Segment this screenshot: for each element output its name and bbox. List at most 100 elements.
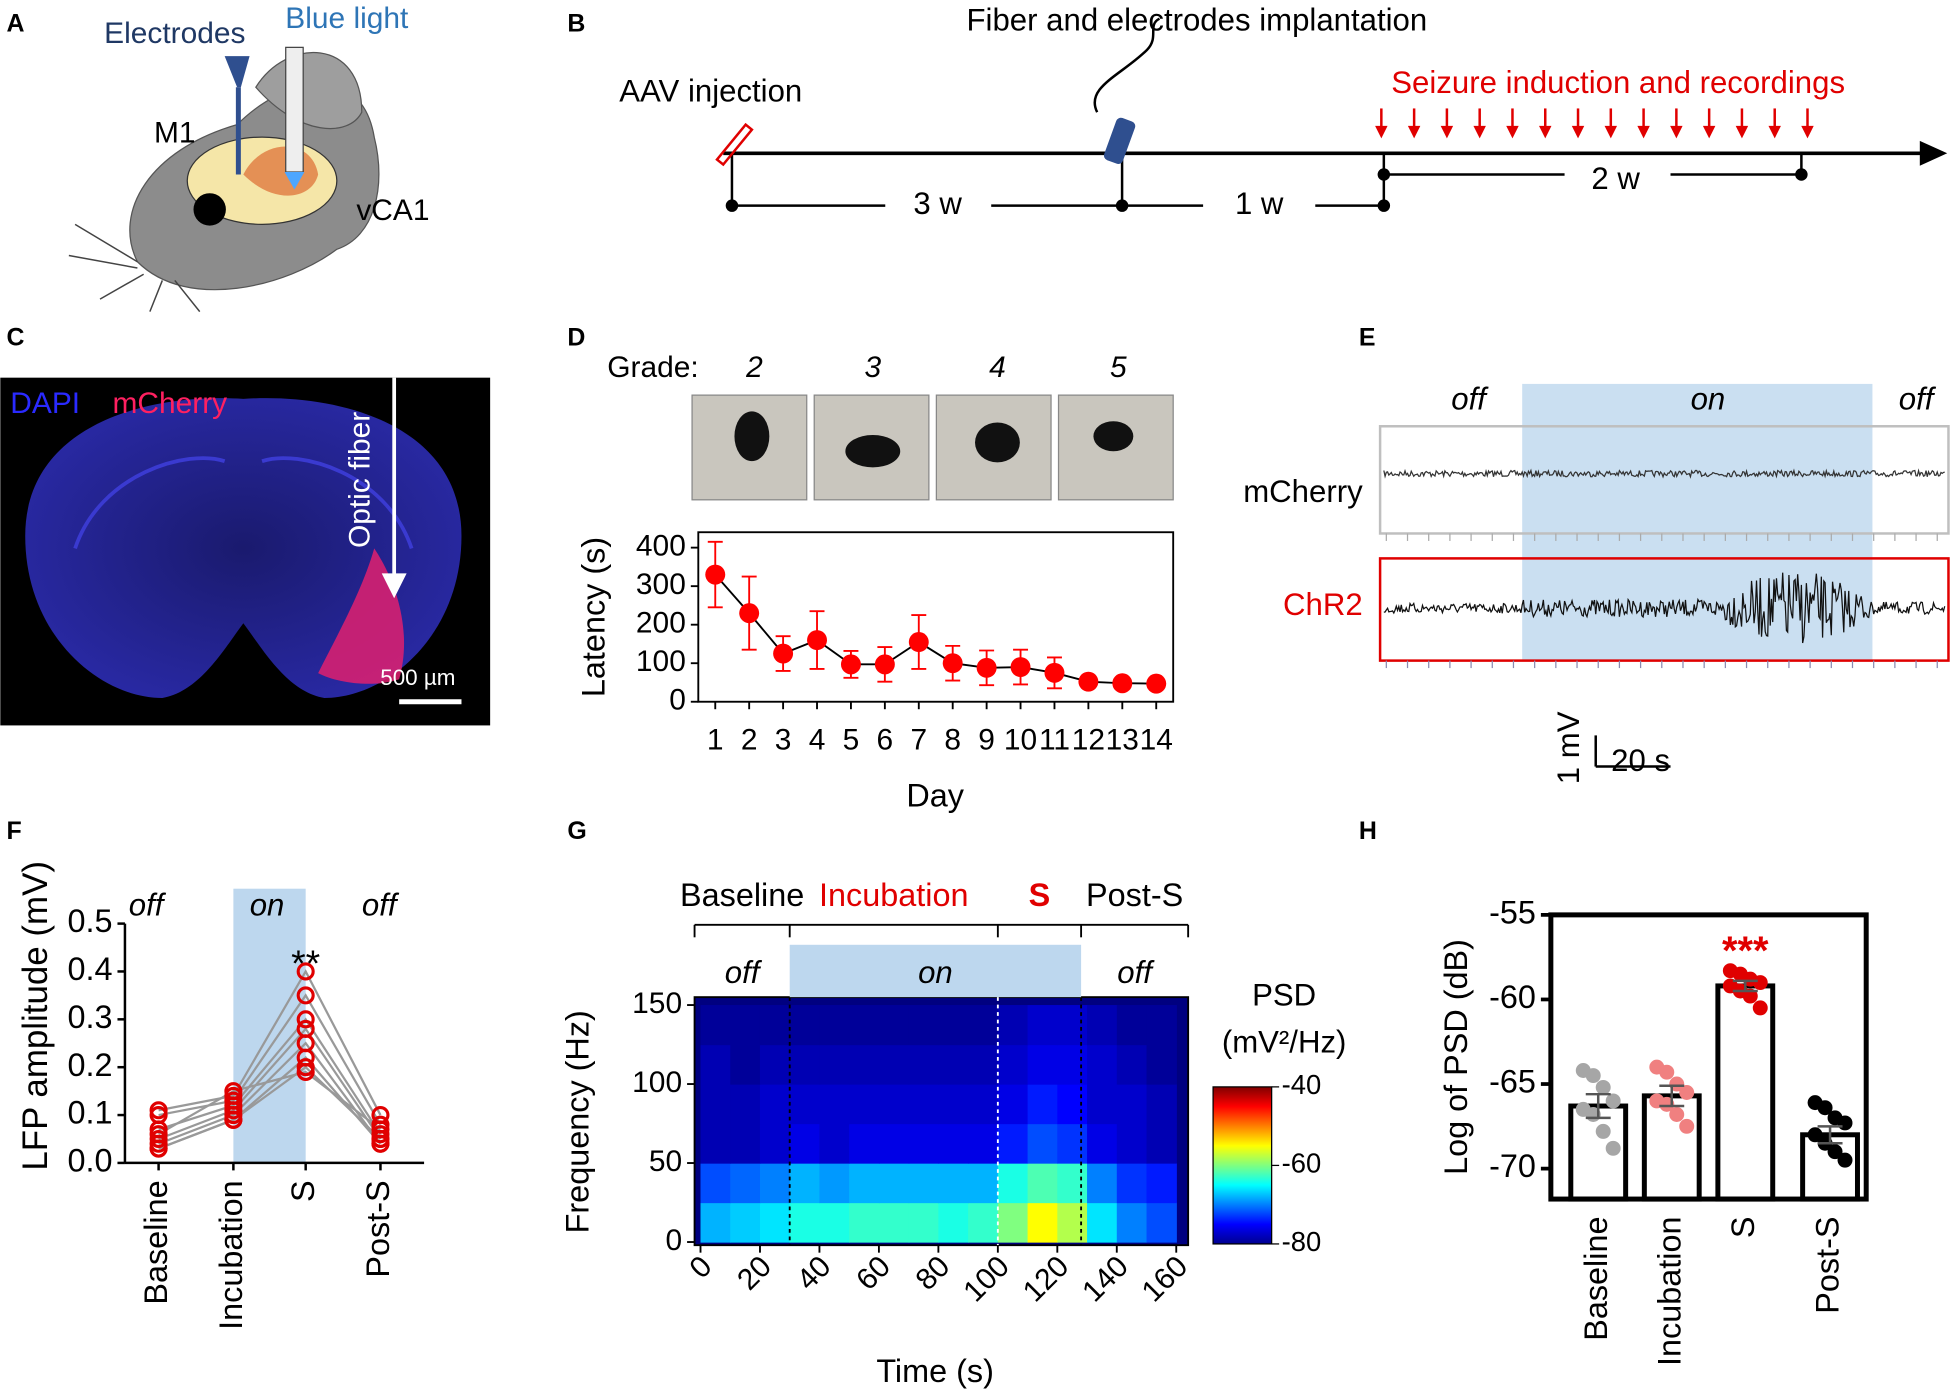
heat-cell [789,1202,821,1243]
point [1078,671,1099,692]
label: Electrodes [104,17,245,50]
x-tick-label: Post-S [360,1180,396,1277]
point [773,643,794,664]
x-tick-label: 14 [1140,724,1173,757]
x-tick-label: Baseline [138,1180,174,1304]
on-shading [233,888,306,1163]
brain-image [0,377,491,726]
x-tick-label: 6 [877,724,894,757]
heat-cell [1087,1084,1118,1125]
heat-cell [1146,1005,1177,1046]
label: mCherry [112,387,227,420]
heat-cell [819,1044,850,1085]
heat-cell [938,1005,969,1046]
y-tick-label: 400 [636,530,686,563]
colorbar-tick-label: -60 [1282,1148,1322,1179]
trace [1383,468,1945,479]
grade: 2 [745,351,763,384]
heat-cell [849,1084,880,1125]
point [1807,1127,1823,1143]
heat-cell [908,1202,940,1243]
heat-cell [1116,1202,1148,1243]
y-tick-label: -60 [1489,979,1536,1015]
error-bar [1585,1092,1611,1120]
heat-cell [1057,1084,1088,1125]
arrow-head [1571,125,1585,139]
point [1605,1140,1621,1156]
heat-cell [730,1123,761,1164]
heat-cell [1087,1044,1118,1085]
heat-cell [759,1202,791,1243]
pair-line [158,969,382,1116]
x-tick-label: 160 [1136,1250,1195,1309]
x-tick-label: 40 [791,1250,838,1297]
x-tick-label: Baseline [1578,1217,1614,1341]
mouse-schematic [68,46,380,313]
point [1595,1079,1611,1095]
state: off [129,888,167,923]
heat-cell [878,1202,910,1243]
heat-cell [968,1084,999,1125]
heat-cell [1057,1005,1088,1046]
y-tick-label: 50 [649,1145,682,1178]
label: Grade: [607,351,698,384]
heat-cell [730,1202,761,1243]
heat-cell [759,1005,791,1046]
y-tick-label: -55 [1489,894,1536,930]
heat-cell [789,1005,821,1046]
point [1679,1118,1695,1134]
heat-cell [1087,1123,1118,1164]
timeline [715,17,1948,212]
heat-cell [849,1005,880,1046]
heat-cell [1116,1084,1148,1125]
grade: 3 [864,351,881,384]
heat-cell [759,1123,791,1164]
grade-photos [691,394,1174,501]
phase-label: S [1029,877,1051,913]
heat-cell [908,1163,940,1204]
point [1837,1152,1853,1168]
point [296,962,315,981]
pair-line [158,1027,382,1141]
heat-cell [700,1044,731,1085]
heat-cell [700,1123,731,1164]
point [1669,1107,1685,1122]
state: off [725,955,763,990]
bar [1715,983,1776,1202]
y-tick-label: 0.2 [67,1047,112,1083]
point [1742,988,1758,1004]
y-axis-label: Log of PSD (dB) [1438,939,1474,1175]
point [1679,1085,1695,1100]
x-tick-label: Incubation [1651,1217,1687,1366]
panel-label: F [7,817,22,845]
heat-cell [789,1084,821,1125]
heat-cell [849,1202,880,1243]
x-tick-label: 80 [910,1250,957,1297]
point [1010,657,1031,678]
heat-cell [730,1084,761,1125]
heat-cell [819,1084,850,1125]
colorbar-units: (mV²/Hz) [1222,1025,1347,1060]
panel-label: A [7,10,25,38]
heat-cell [878,1123,910,1164]
x-tick-label: 7 [910,724,927,757]
heat-cell [878,1005,910,1046]
x-tick-label: 11 [1039,724,1070,757]
point [149,1125,168,1144]
on-shading [789,944,1082,998]
annotation: *** [1722,929,1769,973]
point [942,653,963,674]
point [296,1062,315,1082]
heat-cell [1146,1084,1177,1125]
heat-cell [908,1005,940,1046]
pair-line [158,993,382,1126]
state: off [362,888,400,923]
y-tick-label: 100 [632,1066,682,1099]
state: on [1691,382,1726,417]
x-tick-label: 4 [809,724,826,757]
point [1044,662,1065,683]
heat-cell [878,1163,910,1204]
x-axis-label: Time (s) [876,1353,994,1389]
x-tick-label: S [1725,1217,1761,1239]
